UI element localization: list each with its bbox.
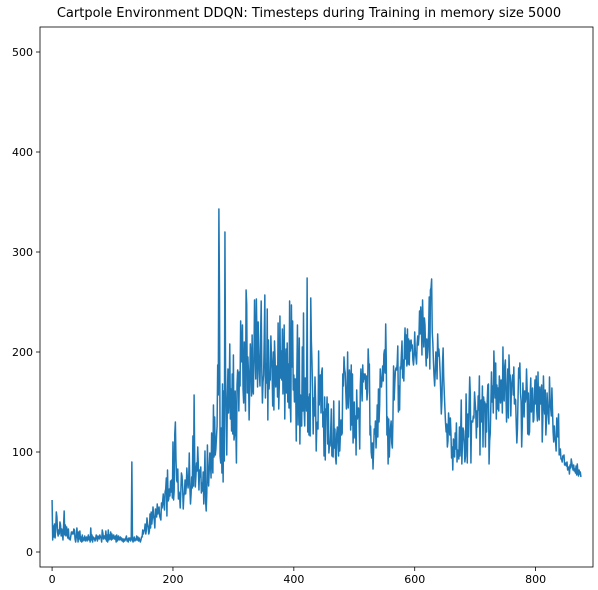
y-axis: 0 100 200 300 400 500 <box>12 46 40 559</box>
chart-title: Cartpole Environment DDQN: Timesteps dur… <box>57 6 561 21</box>
x-tick-label: 200 <box>162 573 183 586</box>
plot-area <box>51 208 582 543</box>
plot-frame <box>39 26 594 568</box>
x-tick-label: 0 <box>49 573 56 586</box>
x-tick-label: 800 <box>525 573 546 586</box>
y-tick-label: 100 <box>12 446 33 459</box>
y-tick-label: 500 <box>12 46 33 59</box>
y-tick-label: 200 <box>12 346 33 359</box>
x-tick-label: 400 <box>283 573 304 586</box>
x-tick-label: 600 <box>404 573 425 586</box>
y-tick-label: 300 <box>12 246 33 259</box>
x-axis: 0 200 400 600 800 <box>49 567 546 586</box>
y-tick-label: 400 <box>12 146 33 159</box>
series-line <box>51 208 582 543</box>
y-tick-label: 0 <box>26 546 33 559</box>
